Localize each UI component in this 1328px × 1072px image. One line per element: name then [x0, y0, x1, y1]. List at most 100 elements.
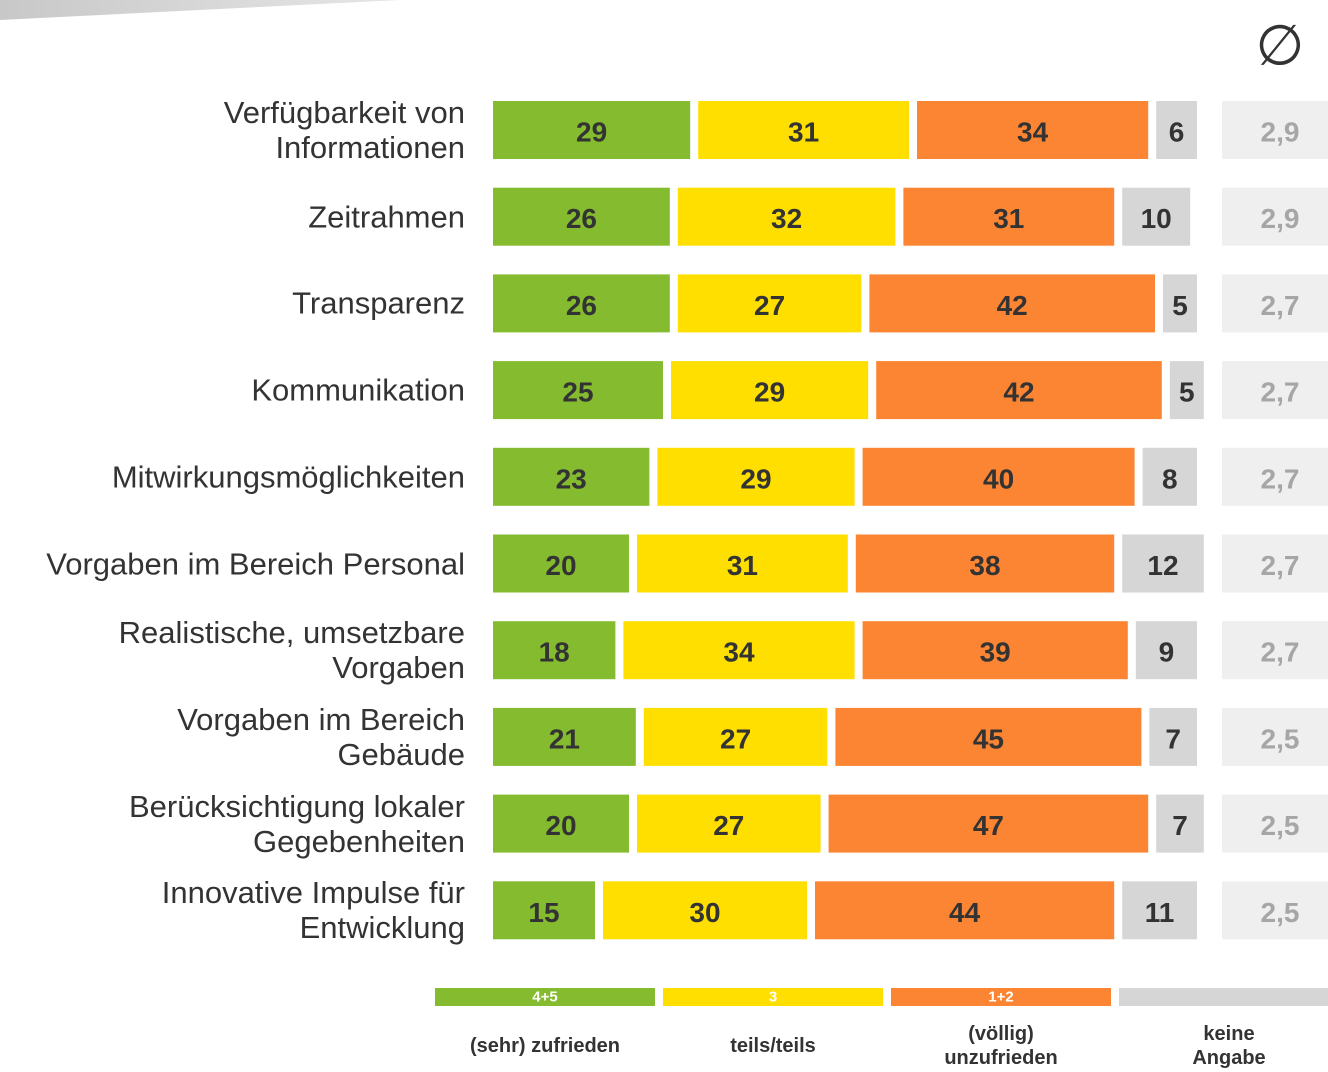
data-label: 5 [1179, 377, 1195, 408]
average-value: 2,5 [1261, 897, 1300, 928]
average-value: 2,5 [1261, 723, 1300, 754]
data-label: 40 [983, 463, 1014, 494]
bar-segment [493, 794, 629, 853]
data-label: 8 [1162, 463, 1178, 494]
bar-segment [493, 361, 663, 420]
bar-segment [637, 794, 821, 853]
bar-segment [1169, 361, 1204, 420]
data-label: 15 [528, 897, 559, 928]
average-value: 2,7 [1261, 290, 1300, 321]
data-label: 47 [973, 810, 1004, 841]
average-box [1222, 101, 1328, 159]
data-label: 31 [993, 203, 1024, 234]
data-label: 7 [1172, 810, 1188, 841]
data-label: 30 [689, 897, 720, 928]
average-value: 2,7 [1261, 637, 1300, 668]
bar-segment [1149, 707, 1197, 766]
bar-segment [862, 447, 1135, 506]
data-label: 5 [1172, 290, 1188, 321]
bar-segment [493, 707, 636, 766]
bar-segment [876, 361, 1162, 420]
legend-swatch [663, 988, 883, 1006]
bar-segment [917, 101, 1149, 159]
data-label: 42 [997, 290, 1028, 321]
bar-segment [493, 187, 670, 246]
category-label: Mitwirkungsmöglichkeiten [111, 459, 465, 495]
bar-segment [677, 274, 862, 333]
data-label: 6 [1169, 117, 1185, 148]
legend-label: (völlig) unzufrieden [944, 1023, 1058, 1069]
average-box [1222, 621, 1328, 680]
bar-segment [862, 621, 1128, 680]
data-label: 7 [1165, 723, 1181, 754]
average-box [1222, 361, 1328, 420]
average-value: 2,9 [1261, 203, 1300, 234]
bar-segment [698, 101, 909, 159]
category-label: Innovative Impulse für Entwicklung [161, 875, 465, 946]
average-box [1222, 881, 1328, 940]
data-label: 39 [980, 637, 1011, 668]
bar-segment [869, 274, 1155, 333]
bar-segment [1142, 447, 1197, 506]
data-label: 11 [1145, 897, 1175, 928]
bar-segment [657, 447, 855, 506]
bar-segment [903, 187, 1115, 246]
data-label: 44 [949, 897, 981, 928]
data-label: 10 [1141, 203, 1172, 234]
average-box [1222, 794, 1328, 853]
bar-segment [677, 187, 896, 246]
average-value: 2,7 [1261, 377, 1300, 408]
data-label: 31 [788, 117, 819, 148]
bar-segment [493, 101, 691, 159]
legend-label: keine Angabe [1192, 1023, 1266, 1069]
average-box [1222, 447, 1328, 506]
data-label: 23 [556, 463, 587, 494]
bar-segment [493, 534, 629, 593]
average-box [1222, 707, 1328, 766]
average-value: 2,7 [1261, 463, 1300, 494]
bar-segment [1156, 794, 1204, 853]
bar-segment [835, 707, 1142, 766]
data-label: 26 [566, 203, 597, 234]
bar-segment [1156, 101, 1197, 159]
legend-code: 3 [769, 989, 777, 1006]
decoration [0, 0, 400, 20]
data-label: 27 [754, 290, 785, 321]
data-label: 27 [720, 723, 751, 754]
data-label: 29 [576, 117, 607, 148]
data-label: 31 [727, 550, 758, 581]
category-label: Vorgaben im Bereich Gebäude [177, 701, 465, 772]
data-label: 21 [549, 723, 580, 754]
category-label: Kommunikation [251, 372, 465, 408]
data-label: 34 [723, 637, 755, 668]
data-label: 38 [969, 550, 1000, 581]
bar-segment [815, 881, 1115, 940]
legend-swatch [435, 988, 655, 1006]
average-box [1222, 274, 1328, 333]
data-label: 27 [713, 810, 744, 841]
average-title: ∅ [1256, 14, 1305, 77]
legend-code: 1+2 [988, 989, 1013, 1006]
legend-code: 4+5 [532, 989, 557, 1006]
legend-swatch [1119, 988, 1328, 1006]
category-label: Zeitrahmen [308, 199, 465, 235]
category-label: Realistische, umsetzbare Vorgaben [118, 615, 465, 686]
data-label: 45 [973, 723, 1004, 754]
data-label: 20 [545, 810, 576, 841]
data-label: 32 [771, 203, 802, 234]
data-label: 25 [562, 377, 593, 408]
category-label: Vorgaben im Bereich Personal [46, 546, 465, 581]
average-box [1222, 534, 1328, 593]
bar-segment [493, 274, 670, 333]
legend-swatch [891, 988, 1111, 1006]
bar-segment [623, 621, 855, 680]
bar-segment [1163, 274, 1197, 333]
data-label: 9 [1159, 637, 1175, 668]
legend-label: (sehr) zufrieden [469, 1035, 621, 1057]
bar-segment [828, 794, 1149, 853]
category-label: Verfügbarkeit von Informationen [223, 95, 465, 165]
data-label: 29 [754, 377, 785, 408]
bar-segment [671, 361, 869, 420]
bar-segment [1135, 621, 1197, 680]
category-label: Berücksichtigung lokaler Gegebenheiten [128, 788, 465, 859]
